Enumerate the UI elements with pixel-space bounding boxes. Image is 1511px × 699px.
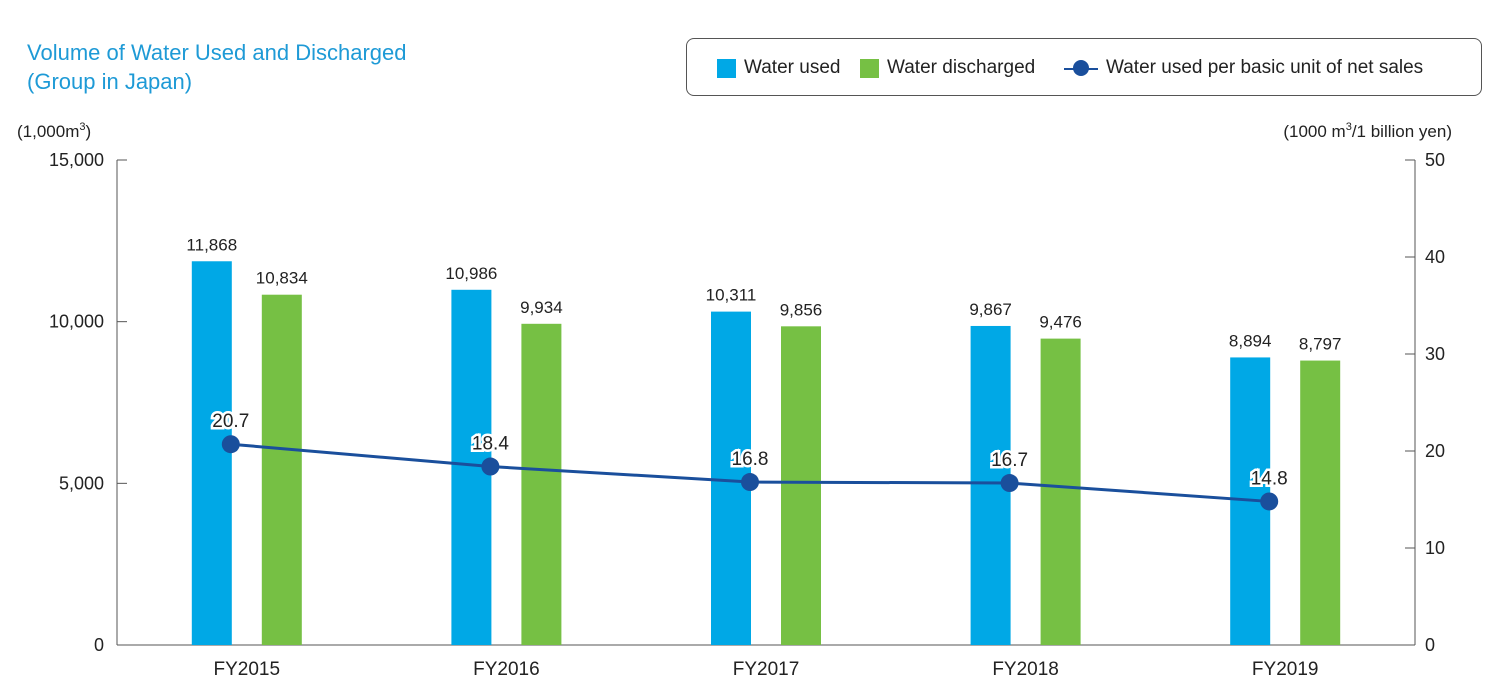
x-tick-label: FY2017 [733, 659, 800, 680]
data-label-water-discharged: 9,856 [780, 300, 823, 319]
y-right-tick-label: 10 [1425, 538, 1445, 558]
legend-swatch-water-discharged [860, 58, 879, 78]
legend-item-water-discharged: Water discharged [860, 57, 1035, 79]
data-label-water-discharged: 9,476 [1039, 313, 1082, 332]
y-right-tick-label: 40 [1425, 247, 1445, 267]
legend-item-water-used: Water used [717, 57, 840, 79]
x-tick-label: FY2018 [992, 659, 1059, 680]
data-label-water-used: 10,986 [445, 264, 497, 283]
y-right-tick-label: 30 [1425, 344, 1445, 364]
per-unit-point [1000, 474, 1019, 493]
bar-water-discharged [781, 326, 821, 645]
x-tick-label: FY2016 [473, 659, 540, 680]
per-unit-point [481, 457, 500, 476]
data-label-water-used: 10,311 [706, 286, 757, 305]
legend-label-water-used: Water used [744, 57, 841, 78]
y-right-tick-label: 0 [1425, 635, 1435, 655]
data-label-water-used: 8,894 [1229, 331, 1272, 350]
data-label-water-used: 11,868 [186, 235, 237, 254]
y-right-tick-label: 50 [1425, 150, 1445, 170]
bar-water-discharged [1040, 338, 1081, 645]
data-label-water-used: 9,867 [969, 300, 1012, 319]
data-label-per-unit: 20.7 [212, 411, 249, 432]
bars [191, 261, 1341, 645]
bar-water-discharged [1300, 360, 1341, 645]
bar-water-used [191, 261, 232, 645]
bar-water-discharged [521, 323, 562, 645]
x-tick-label: FY2019 [1252, 659, 1319, 680]
y-left-unit-label: (1,000m3) [17, 121, 91, 141]
y-right-tick-label: 20 [1425, 441, 1445, 461]
per-unit-line [221, 435, 1279, 511]
chart-title-line1: Volume of Water Used and Discharged [27, 40, 407, 65]
data-label-per-unit: 16.8 [732, 449, 769, 470]
per-unit-point [221, 435, 240, 454]
y-right-unit-label: (1000 m3/1 billion yen) [1283, 121, 1452, 141]
data-label-per-unit: 16.7 [991, 450, 1028, 471]
legend-label-per-unit: Water used per basic unit of net sales [1106, 57, 1424, 78]
legend-item-per-unit: Water used per basic unit of net sales [1064, 57, 1423, 79]
axes: 0 5,000 10,000 15,000 0 10 20 30 40 50 FY2015 FY201… [49, 150, 1445, 680]
chart-title-line2: (Group in Japan) [27, 69, 193, 94]
chart-title: Volume of Water Used and Discharged (Gro… [27, 38, 407, 96]
per-unit-point [1260, 492, 1279, 511]
y-left-tick-label: 15,000 [49, 150, 104, 170]
y-left-tick-label: 5,000 [59, 473, 104, 493]
y-left-tick-label: 10,000 [49, 312, 104, 332]
legend-swatch-water-used [717, 58, 736, 78]
data-label-water-discharged: 8,797 [1299, 335, 1342, 354]
x-tick-label: FY2015 [214, 659, 281, 680]
y-left-tick-label: 0 [94, 635, 104, 655]
data-label-per-unit: 18.4 [472, 434, 509, 455]
bar-water-discharged [261, 294, 302, 645]
legend: Water used Water discharged Water used p… [686, 38, 1482, 96]
data-label-water-discharged: 9,934 [520, 298, 563, 317]
data-label-water-discharged: 10,834 [256, 269, 308, 288]
legend-line-marker-icon [1064, 59, 1098, 78]
per-unit-point [741, 473, 759, 492]
data-label-per-unit: 14.8 [1251, 468, 1288, 489]
data-labels: 11,868 10,834 10,986 9,934 10,311 9,856 9,867 9… [186, 235, 1342, 492]
legend-label-water-discharged: Water discharged [887, 57, 1036, 78]
